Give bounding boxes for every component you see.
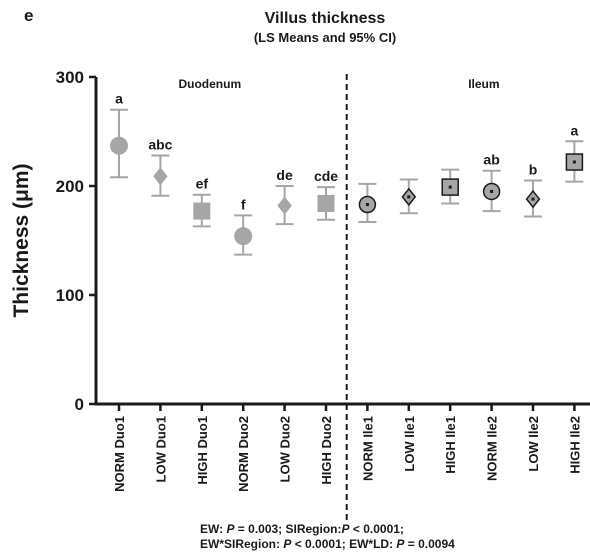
data-point-diamond [277, 196, 292, 215]
y-tick-label: 200 [56, 177, 84, 196]
significance-letter: cde [314, 168, 338, 184]
x-tick-label: HIGH Duo2 [319, 416, 334, 485]
significance-letter: de [276, 167, 293, 183]
significance-letter: abc [148, 136, 172, 152]
data-point-center-dot [531, 197, 535, 201]
x-tick-label: NORM Ile2 [485, 416, 500, 481]
significance-letter: a [115, 91, 123, 107]
significance-letter: b [529, 162, 538, 178]
data-point-diamond [153, 167, 168, 186]
data-point-center-dot [407, 195, 411, 199]
x-tick-label: NORM Duo1 [112, 416, 127, 492]
significance-letter: ef [196, 176, 209, 192]
data-point-circle [234, 227, 253, 246]
y-tick-label: 300 [56, 68, 84, 87]
x-tick-label: HIGH Duo1 [195, 416, 210, 485]
significance-letter: f [241, 196, 246, 212]
x-tick-label: NORM Duo2 [236, 416, 251, 492]
y-tick-label: 0 [75, 395, 84, 414]
x-tick-label: LOW Ile2 [526, 416, 541, 472]
region-label-duodenum: Duodenum [178, 77, 241, 91]
footnote-line-1: EW: P = 0.003; SIRegion:P < 0.0001; [200, 522, 404, 536]
chart-subtitle: (LS Means and 95% CI) [253, 30, 397, 45]
x-tick-label: HIGH Ile1 [443, 416, 458, 474]
x-tick-label: HIGH Ile2 [567, 416, 582, 474]
chart-title: Villus thickness [264, 10, 386, 27]
significance-letter: ab [483, 152, 499, 168]
data-point-circle [110, 136, 128, 155]
x-tick-label: LOW Ile1 [402, 416, 417, 472]
footnote-line-2: EW*SIRegion: P < 0.0001; EW*LD: P = 0.00… [200, 537, 455, 551]
x-tick-label: NORM Ile1 [360, 416, 375, 481]
region-label-ileum: Ileum [468, 77, 499, 91]
data-point-center-dot [572, 160, 576, 164]
significance-letter: a [571, 122, 579, 138]
statistics-footnote: EW: P = 0.003; SIRegion:P < 0.0001; EW*S… [200, 522, 500, 552]
data-point-square [193, 202, 211, 220]
data-point-center-dot [448, 185, 452, 189]
x-tick-label: LOW Duo1 [153, 416, 168, 482]
data-point-center-dot [490, 189, 494, 193]
data-point-center-dot [365, 203, 369, 207]
panel-letter: e [24, 6, 34, 25]
x-tick-label: LOW Duo2 [278, 416, 293, 482]
y-axis-label: Thickness (μm) [10, 163, 33, 317]
y-tick-label: 100 [56, 286, 84, 305]
data-point-square [317, 194, 335, 212]
